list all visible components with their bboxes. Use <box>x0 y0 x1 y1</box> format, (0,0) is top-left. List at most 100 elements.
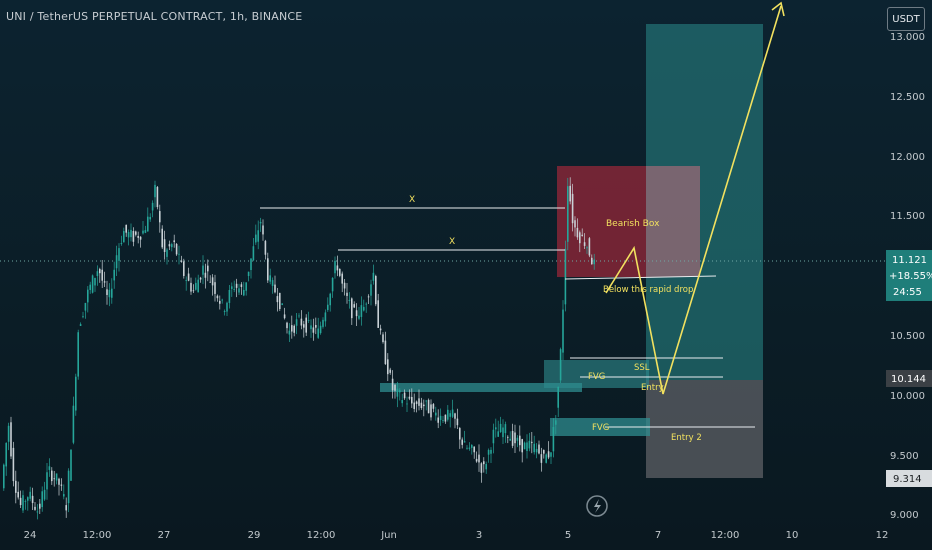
price-tick: 9.500 <box>890 451 919 462</box>
candle-body <box>245 282 247 291</box>
candle-body <box>12 447 15 482</box>
candle-body <box>192 290 195 292</box>
fvg-label-1: FVG <box>588 372 605 382</box>
candle-body <box>514 432 516 444</box>
candle-body <box>399 390 401 393</box>
projection-path[interactable] <box>605 5 782 395</box>
price-tick: 11.500 <box>890 211 925 222</box>
lightning-icon[interactable] <box>586 495 608 517</box>
candle-body <box>55 473 58 481</box>
candle-body <box>437 417 439 423</box>
time-axis[interactable]: 24 12:00 27 29 12:00 Jun 3 5 7 12:00 10 … <box>24 530 889 541</box>
candle-body <box>521 439 523 453</box>
candle-body <box>334 260 336 274</box>
candle-body <box>403 392 406 399</box>
candle-body <box>300 318 303 326</box>
candle-body <box>127 232 130 238</box>
candle-body <box>502 427 504 438</box>
candle-body <box>7 425 10 442</box>
candle-body <box>135 231 137 235</box>
candle-body <box>17 491 19 498</box>
time-tick: 7 <box>655 530 661 541</box>
candle-body <box>454 413 456 419</box>
candle-body <box>41 491 43 508</box>
candle-body <box>269 275 271 282</box>
candle-body <box>456 418 459 426</box>
candle-body <box>547 451 550 458</box>
candle-body <box>243 289 245 296</box>
candle-body <box>281 303 283 305</box>
candle-body <box>108 289 111 298</box>
candle-body <box>389 369 391 373</box>
candle-body <box>168 244 171 247</box>
candle-body <box>103 281 106 283</box>
candle-body <box>358 315 360 319</box>
stop-zone[interactable] <box>646 380 763 478</box>
fvg-zone-1[interactable] <box>380 383 582 392</box>
candle-body <box>533 443 535 453</box>
candle-body <box>228 289 231 303</box>
candle-body <box>91 275 94 293</box>
candle-body <box>22 495 24 511</box>
candle-body <box>379 328 382 331</box>
candle-body <box>535 448 538 453</box>
candle-body <box>427 399 430 414</box>
candle-body <box>120 242 123 244</box>
candle-body <box>166 249 168 257</box>
candle-body <box>240 284 243 287</box>
candle-body <box>99 269 101 274</box>
candle-body <box>259 221 262 224</box>
candle-body <box>367 296 370 298</box>
candle-body <box>264 240 267 255</box>
candle-body <box>60 484 63 486</box>
candle-body <box>387 359 389 375</box>
candle-body <box>583 242 586 246</box>
candle-body <box>204 272 207 278</box>
currency-button[interactable]: USDT <box>887 7 925 31</box>
candle-body <box>31 495 34 504</box>
candle-body <box>463 441 466 443</box>
candle-body <box>65 505 67 511</box>
candle-body <box>567 186 569 242</box>
candle-body <box>53 478 55 480</box>
candle-body <box>449 413 451 417</box>
candle-body <box>257 230 259 242</box>
candle-body <box>24 501 27 502</box>
time-tick: 29 <box>248 530 261 541</box>
candle-body <box>425 400 427 402</box>
candle-body <box>375 275 377 305</box>
candle-body <box>291 325 293 332</box>
candle-body <box>420 402 423 408</box>
price-tick: 12.000 <box>890 152 925 163</box>
level-tag-9314 <box>886 470 932 487</box>
candle-body <box>149 216 151 220</box>
candle-body <box>504 424 507 434</box>
candle-body <box>89 284 91 290</box>
candle-body <box>475 458 478 462</box>
candle-body <box>497 431 499 437</box>
candle-body <box>295 319 298 326</box>
candle-body <box>319 325 322 334</box>
candle-body <box>576 227 579 238</box>
candle-body <box>461 439 463 445</box>
candle-body <box>591 257 593 265</box>
candle-body <box>413 402 415 410</box>
bearish-box[interactable] <box>557 166 700 277</box>
candle-body <box>478 454 480 463</box>
candle-body <box>511 430 514 446</box>
fvg-zone-2[interactable] <box>544 360 649 388</box>
fvg-zone-3[interactable] <box>550 418 650 436</box>
price-axis[interactable]: 13.000 12.500 12.000 11.500 10.500 10.00… <box>890 32 925 521</box>
candle-body <box>480 463 483 473</box>
candle-body <box>29 491 31 499</box>
candle-body <box>231 286 233 289</box>
candle-body <box>360 305 363 317</box>
candle-body <box>79 324 82 326</box>
candle-body <box>262 225 264 235</box>
candle-body <box>355 310 358 317</box>
candle-body <box>363 306 365 311</box>
candle-body <box>10 422 12 457</box>
time-tick: 12:00 <box>711 530 740 541</box>
